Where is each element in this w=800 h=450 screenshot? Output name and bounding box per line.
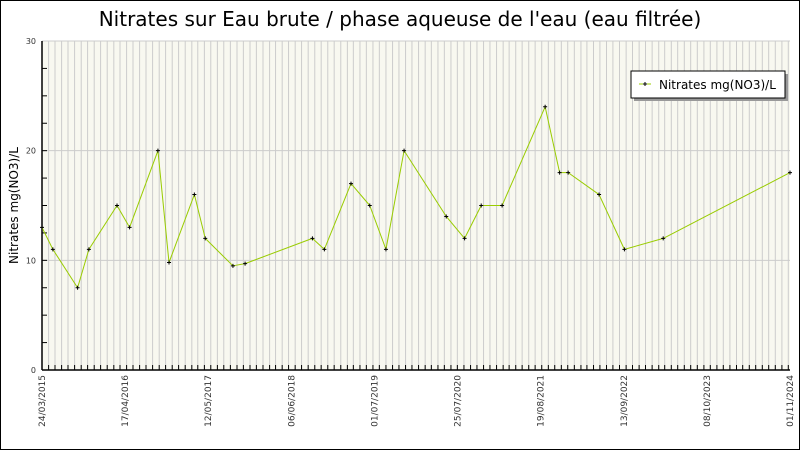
series-line-segment xyxy=(323,183,352,250)
x-tick-label: 01/11/2024 xyxy=(786,375,796,427)
x-tick-label: 25/07/2020 xyxy=(454,375,464,427)
y-tick-label: 30 xyxy=(26,37,36,46)
data-point-marker xyxy=(566,170,571,175)
data-point-marker xyxy=(203,236,208,241)
data-point-marker xyxy=(349,181,354,186)
x-tick-label: 19/08/2021 xyxy=(537,375,547,427)
chart-title: Nitrates sur Eau brute / phase aqueuse d… xyxy=(98,7,702,31)
data-point-marker xyxy=(402,148,407,153)
series-line-segment xyxy=(385,150,405,250)
series-line-segment xyxy=(350,183,371,206)
data-point-marker xyxy=(383,247,388,252)
data-point-marker xyxy=(500,203,505,208)
data-point-marker xyxy=(167,260,172,265)
x-tick-label: 13/09/2022 xyxy=(620,375,630,427)
series-line-segment xyxy=(157,150,170,263)
data-point-marker xyxy=(367,203,372,208)
y-tick-label: 10 xyxy=(26,256,36,265)
legend-marker xyxy=(643,82,647,86)
series-line-segment xyxy=(88,205,118,250)
series-line-segment xyxy=(403,150,447,217)
data-point-marker xyxy=(661,236,666,241)
series-line-segment xyxy=(204,238,234,267)
data-point-marker xyxy=(230,263,235,268)
series-line-segment xyxy=(598,194,625,250)
data-point-marker xyxy=(322,247,327,252)
series-line-segment xyxy=(369,205,387,250)
data-point-marker xyxy=(40,225,44,230)
data-point-marker xyxy=(192,192,197,197)
data-point-marker xyxy=(75,285,80,290)
series-line-segment xyxy=(445,216,465,239)
legend-label: Nitrates mg(NO3)/L xyxy=(659,78,776,92)
series-line-segment xyxy=(168,194,195,263)
data-point-marker xyxy=(444,214,449,219)
series-line-segment xyxy=(52,249,79,289)
series-line-segment xyxy=(624,237,664,250)
data-point-marker xyxy=(115,203,120,208)
data-point-marker xyxy=(462,236,467,241)
series-line-segment xyxy=(193,194,206,239)
x-tick-label: 24/03/2015 xyxy=(38,375,48,427)
x-tick-label: 17/04/2016 xyxy=(121,375,131,427)
series-line-segment xyxy=(464,205,482,239)
x-tick-label: 08/10/2023 xyxy=(703,375,713,427)
series-line-segment xyxy=(116,205,131,228)
data-point-marker xyxy=(479,203,484,208)
y-tick-label: 0 xyxy=(31,366,36,375)
x-tick-label: 01/07/2019 xyxy=(370,375,380,427)
data-point-marker xyxy=(310,236,315,241)
series-line-segment xyxy=(567,172,600,195)
x-tick-label: 06/06/2018 xyxy=(287,375,297,427)
data-point-marker xyxy=(543,104,548,109)
series-line-segment xyxy=(662,172,791,239)
y-tick-label: 20 xyxy=(26,147,36,156)
data-point-marker xyxy=(243,261,248,266)
data-point-marker xyxy=(86,247,91,252)
series-line-segment xyxy=(244,237,313,265)
x-tick-label: 12/05/2017 xyxy=(204,375,214,427)
data-point-marker xyxy=(127,225,132,230)
data-point-marker xyxy=(155,148,160,153)
series-line-segment xyxy=(312,238,325,250)
series-line-segment xyxy=(129,150,159,228)
legend-box xyxy=(630,70,786,99)
data-point-marker xyxy=(557,170,562,175)
series-line-segment xyxy=(501,106,546,206)
data-point-marker xyxy=(622,247,627,252)
data-point-marker xyxy=(50,247,55,252)
data-point-marker xyxy=(597,192,602,197)
series-line-segment xyxy=(232,263,246,267)
y-axis-label: Nitrates mg(NO3)/L xyxy=(7,147,21,264)
series-line-segment xyxy=(544,106,561,173)
series-line-segment xyxy=(41,227,54,250)
series-line-segment xyxy=(77,249,90,288)
data-point-marker xyxy=(788,170,792,175)
